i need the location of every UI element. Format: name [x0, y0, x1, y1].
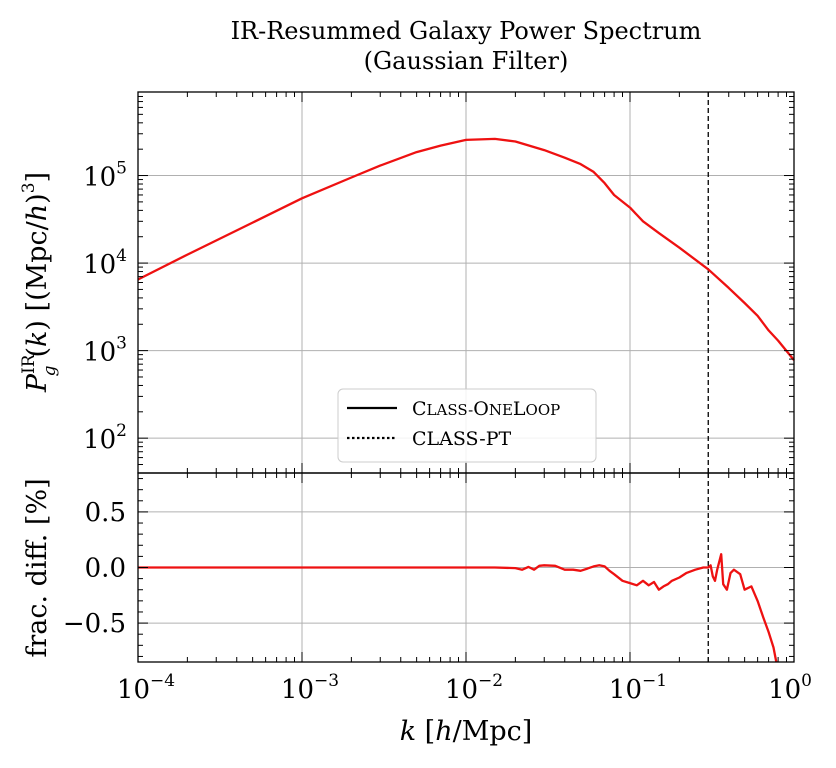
top-y-axis-label: PIRg(k) [(Mpc/h)3]: [19, 172, 60, 393]
chart-title-line-2: (Gaussian Filter): [364, 47, 569, 75]
chart-title-line-1: IR-Resummed Galaxy Power Spectrum: [231, 17, 702, 45]
x-axis-label: k [h/Mpc]: [400, 716, 533, 747]
x-tick-label-1-base: 10: [281, 675, 314, 705]
x-tick-label-4: 100: [768, 671, 812, 705]
legend-oneloop-part-6: OOP: [526, 401, 561, 419]
top-y-tick-label-1-exp: 3: [116, 334, 127, 354]
top-y-tick-label-2-exp: 4: [116, 246, 127, 266]
bottom-panel-frame: [137, 472, 795, 663]
power-spectrum-line: [137, 137, 795, 361]
x-tick-label-3: 10−1: [609, 671, 667, 705]
x-tick-label-3-exp: −1: [642, 671, 667, 691]
legend-oneloop-part-3: O: [473, 398, 489, 420]
x-tick-label-1-exp: −3: [314, 671, 339, 691]
top-y-tick-label-1: 103: [83, 334, 127, 368]
top-y-tick-label-3: 105: [83, 159, 127, 193]
x-tick-label-0: 10−4: [117, 671, 175, 705]
fractional-difference-line: [138, 553, 778, 663]
top-y-tick-label-1-base: 10: [83, 338, 116, 368]
legend-oneloop-part-1: C: [412, 398, 427, 420]
x-tick-labels: 10−4 10−3 10−2 10−1 100: [117, 671, 812, 705]
legend-oneloop-part-5: L: [513, 398, 526, 420]
legend-label-classpt: CLASS-PT: [412, 428, 511, 450]
top-y-tick-label-3-base: 10: [83, 163, 116, 193]
x-tick-label-2: 10−2: [445, 671, 503, 705]
x-tick-label-2-exp: −2: [478, 671, 503, 691]
legend-box: [337, 388, 597, 463]
x-tick-label-4-exp: 0: [801, 671, 812, 691]
bottom-y-tick-labels: 0.5 0.0 −0.5: [63, 498, 126, 639]
x-tick-label-0-exp: −4: [150, 671, 175, 691]
bottom-y-axis-label: frac. diff. [%]: [22, 478, 53, 657]
top-y-tick-label-3-exp: 5: [116, 159, 127, 179]
legend-oneloop-part-4: NE: [489, 401, 513, 419]
bottom-y-tick-label-2: −0.5: [63, 609, 126, 639]
x-tick-label-0-base: 10: [117, 675, 150, 705]
top-y-tick-label-0-exp: 2: [116, 421, 127, 441]
bottom-panel: 0.5 0.0 −0.5 frac. diff. [%]: [22, 472, 795, 663]
top-y-tick-label-0: 102: [83, 421, 127, 455]
legend-label-oneloop: CLASS-ONELOOP: [412, 398, 560, 420]
x-tick-label-1: 10−3: [281, 671, 339, 705]
x-tick-label-4-base: 10: [768, 675, 801, 705]
legend: CLASS-ONELOOP CLASS-PT: [337, 388, 597, 463]
x-tick-label-2-base: 10: [445, 675, 478, 705]
top-y-tick-label-0-base: 10: [83, 425, 116, 455]
top-y-tick-label-2: 104: [83, 246, 127, 280]
top-y-tick-label-2-base: 10: [83, 250, 116, 280]
bottom-y-tick-label-1: 0.0: [85, 554, 126, 584]
legend-oneloop-part-2: LASS-: [427, 401, 474, 419]
bottom-y-tick-label-0: 0.5: [85, 498, 126, 528]
x-tick-label-3-base: 10: [609, 675, 642, 705]
